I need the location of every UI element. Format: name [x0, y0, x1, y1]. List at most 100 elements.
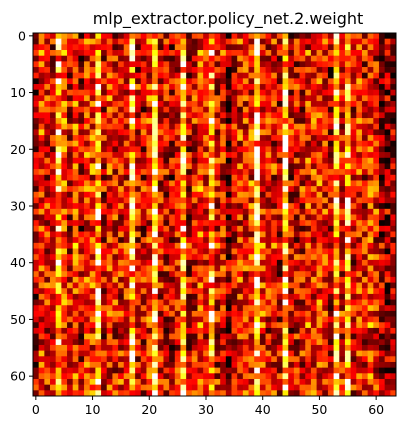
heatmap-cell: [339, 276, 346, 283]
heatmap-cell: [84, 146, 91, 153]
heatmap-cell: [373, 95, 380, 102]
heatmap-cell: [237, 191, 244, 198]
heatmap-cell: [44, 316, 51, 323]
heatmap-cell: [390, 61, 397, 68]
heatmap-cell: [254, 356, 261, 363]
heatmap-cell: [38, 378, 45, 386]
heatmap-cell: [146, 203, 153, 210]
heatmap-cell: [390, 55, 397, 62]
heatmap-cell: [282, 208, 289, 215]
heatmap-cell: [344, 123, 351, 130]
heatmap-cell: [344, 174, 351, 181]
heatmap-cell: [373, 33, 380, 40]
heatmap-cell: [38, 344, 45, 351]
heatmap-cell: [293, 174, 300, 181]
heatmap-cell: [135, 197, 142, 204]
heatmap-cell: [373, 55, 380, 62]
heatmap-cell: [220, 373, 227, 380]
heatmap-cell: [203, 186, 210, 193]
heatmap-cell: [163, 157, 170, 164]
heatmap-cell: [265, 152, 272, 159]
heatmap-cell: [384, 339, 391, 346]
heatmap-cell: [248, 220, 255, 227]
heatmap-cell: [89, 67, 96, 74]
heatmap-cell: [33, 339, 40, 346]
heatmap-cell: [146, 44, 153, 51]
heatmap-cell: [163, 89, 170, 96]
heatmap-cell: [186, 220, 193, 227]
heatmap-cell: [67, 356, 74, 363]
heatmap-cell: [197, 152, 204, 159]
heatmap-cell: [191, 123, 198, 130]
heatmap-cell: [242, 271, 249, 278]
heatmap-cell: [67, 174, 74, 181]
heatmap-cell: [220, 180, 227, 187]
heatmap-cell: [248, 135, 255, 142]
heatmap-cell: [322, 299, 329, 306]
heatmap-cell: [225, 146, 232, 153]
heatmap-cell: [123, 220, 130, 227]
heatmap-cell: [242, 333, 249, 340]
heatmap-cell: [123, 50, 130, 57]
heatmap-cell: [254, 208, 261, 215]
heatmap-cell: [152, 89, 159, 96]
heatmap-cell: [350, 50, 357, 57]
heatmap-cell: [276, 112, 283, 119]
heatmap-cell: [78, 322, 85, 329]
heatmap-cell: [225, 55, 232, 62]
heatmap-cell: [186, 157, 193, 164]
heatmap-cell: [112, 322, 119, 329]
heatmap-cell: [163, 50, 170, 57]
heatmap-cell: [61, 299, 68, 306]
heatmap-cell: [112, 169, 119, 176]
heatmap-cell: [129, 316, 136, 323]
heatmap-cell: [106, 174, 113, 181]
heatmap-cell: [333, 265, 340, 272]
heatmap-cell: [356, 135, 363, 142]
heatmap-cell: [305, 140, 312, 147]
heatmap-cell: [44, 140, 51, 147]
heatmap-cell: [101, 214, 108, 221]
heatmap-cell: [231, 333, 238, 340]
heatmap-cell: [378, 282, 386, 289]
heatmap-cell: [55, 276, 62, 283]
heatmap-cell: [123, 339, 130, 346]
heatmap-cell: [106, 208, 113, 215]
heatmap-cell: [327, 254, 334, 261]
heatmap-cell: [129, 112, 136, 119]
heatmap-cell: [282, 123, 289, 130]
heatmap-cell: [95, 140, 102, 147]
heatmap-cell: [384, 191, 391, 198]
heatmap-cell: [333, 333, 340, 340]
heatmap-cell: [254, 152, 261, 159]
heatmap-cell: [157, 384, 164, 391]
heatmap-cell: [72, 152, 79, 159]
heatmap-cell: [237, 265, 244, 272]
heatmap-cell: [220, 299, 227, 306]
heatmap-cell: [276, 95, 283, 102]
heatmap-cell: [55, 146, 62, 153]
heatmap-cell: [220, 356, 227, 363]
heatmap-cell: [282, 174, 289, 181]
heatmap-cell: [38, 237, 45, 244]
heatmap-cell: [135, 276, 142, 283]
heatmap-cell: [140, 152, 147, 159]
heatmap-cell: [140, 101, 147, 108]
heatmap-cell: [242, 220, 249, 227]
heatmap-cell: [44, 197, 51, 204]
heatmap-cell: [72, 361, 79, 368]
heatmap-cell: [44, 123, 51, 130]
heatmap-cell: [305, 180, 312, 187]
heatmap-cell: [373, 169, 380, 176]
heatmap-cell: [259, 89, 266, 96]
heatmap-cell: [186, 231, 193, 238]
heatmap-cell: [169, 384, 176, 391]
heatmap-cell: [361, 38, 368, 45]
heatmap-cell: [367, 106, 374, 113]
heatmap-cell: [327, 276, 334, 283]
heatmap-cell: [61, 282, 68, 289]
heatmap-cell: [248, 339, 255, 346]
heatmap-cell: [282, 271, 289, 278]
heatmap-cell: [390, 322, 397, 329]
